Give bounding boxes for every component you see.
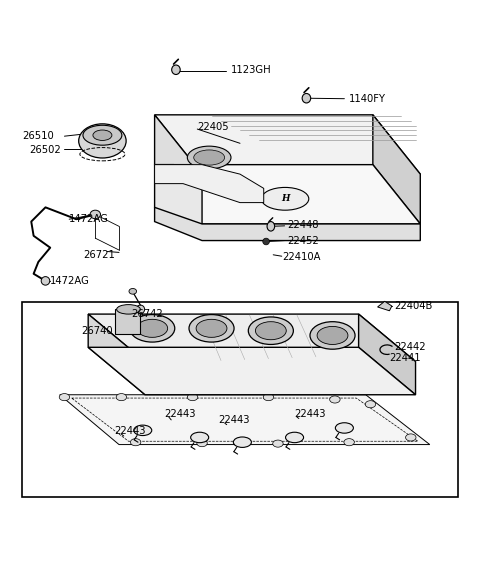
Ellipse shape bbox=[317, 327, 348, 344]
Ellipse shape bbox=[189, 314, 234, 342]
Text: 26742: 26742 bbox=[131, 309, 163, 319]
Ellipse shape bbox=[90, 210, 100, 219]
Text: 1472AG: 1472AG bbox=[50, 276, 90, 286]
Text: 22443: 22443 bbox=[219, 415, 250, 425]
Ellipse shape bbox=[172, 65, 180, 74]
Ellipse shape bbox=[129, 289, 137, 294]
Polygon shape bbox=[60, 395, 430, 445]
Polygon shape bbox=[88, 347, 416, 395]
Ellipse shape bbox=[187, 146, 231, 169]
Text: 26510: 26510 bbox=[22, 131, 53, 141]
Text: 1472AG: 1472AG bbox=[69, 214, 109, 224]
Ellipse shape bbox=[137, 319, 168, 338]
Text: 22448: 22448 bbox=[288, 221, 319, 230]
Ellipse shape bbox=[93, 130, 112, 141]
Ellipse shape bbox=[194, 150, 225, 165]
Ellipse shape bbox=[197, 439, 207, 447]
Polygon shape bbox=[115, 309, 140, 335]
Text: 22443: 22443 bbox=[295, 409, 326, 419]
Text: H: H bbox=[281, 194, 289, 203]
Ellipse shape bbox=[286, 432, 303, 443]
Circle shape bbox=[263, 238, 269, 245]
Polygon shape bbox=[88, 314, 145, 395]
Ellipse shape bbox=[267, 222, 275, 231]
Ellipse shape bbox=[273, 440, 283, 447]
Ellipse shape bbox=[248, 317, 293, 344]
Ellipse shape bbox=[117, 305, 140, 314]
Polygon shape bbox=[373, 115, 420, 224]
Polygon shape bbox=[155, 207, 420, 241]
Ellipse shape bbox=[263, 393, 274, 401]
Text: 26721: 26721 bbox=[84, 250, 115, 260]
Polygon shape bbox=[88, 314, 416, 362]
Ellipse shape bbox=[83, 125, 122, 145]
Text: 22442: 22442 bbox=[394, 342, 426, 353]
Ellipse shape bbox=[406, 434, 416, 441]
Ellipse shape bbox=[79, 124, 126, 158]
Text: 1140FY: 1140FY bbox=[349, 94, 386, 104]
Polygon shape bbox=[359, 314, 416, 395]
Polygon shape bbox=[378, 301, 392, 311]
Ellipse shape bbox=[41, 276, 50, 285]
Ellipse shape bbox=[302, 93, 311, 103]
Ellipse shape bbox=[330, 396, 340, 403]
Ellipse shape bbox=[233, 437, 252, 448]
Ellipse shape bbox=[116, 393, 127, 401]
Text: 22452: 22452 bbox=[288, 236, 319, 245]
Polygon shape bbox=[155, 115, 202, 224]
Ellipse shape bbox=[255, 321, 286, 340]
Polygon shape bbox=[155, 165, 202, 224]
Text: 22404B: 22404B bbox=[394, 301, 432, 311]
Ellipse shape bbox=[187, 393, 198, 401]
Ellipse shape bbox=[196, 319, 227, 338]
Ellipse shape bbox=[261, 187, 309, 210]
Ellipse shape bbox=[336, 423, 353, 433]
Text: 22405: 22405 bbox=[197, 122, 229, 132]
Text: 26502: 26502 bbox=[29, 145, 60, 156]
Ellipse shape bbox=[131, 439, 141, 446]
Ellipse shape bbox=[344, 439, 354, 446]
Ellipse shape bbox=[136, 305, 144, 313]
Text: 22410A: 22410A bbox=[283, 252, 321, 262]
Text: 22443: 22443 bbox=[164, 409, 195, 419]
Polygon shape bbox=[155, 115, 420, 174]
Ellipse shape bbox=[59, 393, 70, 401]
Ellipse shape bbox=[365, 401, 376, 408]
Polygon shape bbox=[155, 165, 264, 203]
FancyBboxPatch shape bbox=[22, 302, 458, 497]
Text: 1123GH: 1123GH bbox=[230, 65, 271, 75]
Ellipse shape bbox=[191, 432, 209, 443]
Ellipse shape bbox=[134, 425, 152, 435]
Ellipse shape bbox=[130, 314, 175, 342]
Ellipse shape bbox=[310, 321, 355, 349]
Text: 22443: 22443 bbox=[114, 426, 146, 436]
Polygon shape bbox=[155, 165, 420, 224]
Text: 22441: 22441 bbox=[389, 353, 421, 363]
Text: 26740: 26740 bbox=[81, 325, 113, 336]
